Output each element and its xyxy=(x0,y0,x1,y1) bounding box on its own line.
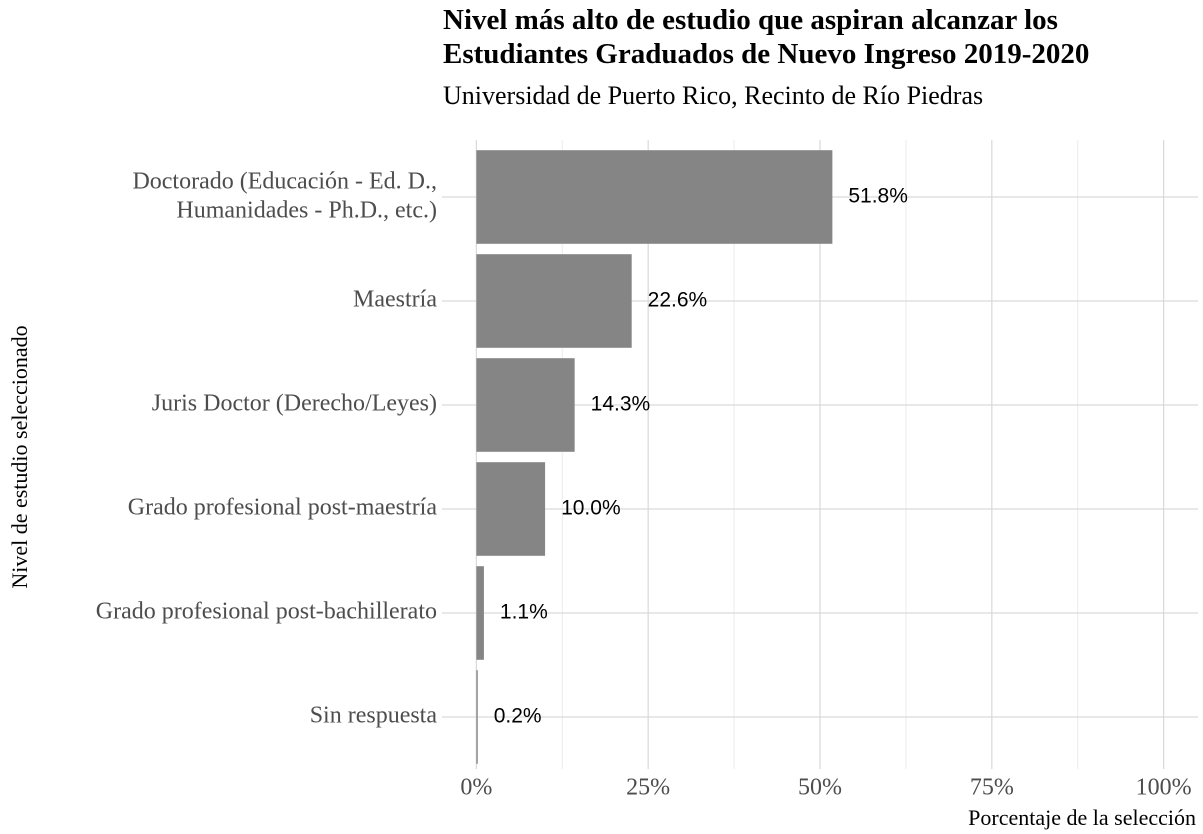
chart-title: Nivel más alto de estudio que aspiran al… xyxy=(443,4,1089,70)
y-tick-label: Juris Doctor (Derecho/Leyes) xyxy=(152,391,437,417)
text-line: Estudiantes Graduados de Nuevo Ingreso 2… xyxy=(443,38,1089,70)
bar xyxy=(476,462,546,556)
value-label: 22.6% xyxy=(648,289,708,312)
value-label: 51.8% xyxy=(848,185,908,208)
x-tick-label: 0% xyxy=(460,775,492,801)
bar xyxy=(476,670,478,764)
bar xyxy=(476,254,632,348)
y-axis-label: Nivel de estudio seleccionado xyxy=(7,325,32,588)
bar xyxy=(476,358,575,452)
text-line: Humanidades - Ph.D., etc.) xyxy=(176,197,437,223)
y-tick-label: Grado profesional post-bachillerato xyxy=(96,599,437,625)
value-label: 10.0% xyxy=(561,497,621,520)
x-tick-label: 25% xyxy=(626,775,670,801)
chart-subtitle: Universidad de Puerto Rico, Recinto de R… xyxy=(443,81,983,110)
x-tick-label: 50% xyxy=(798,775,842,801)
x-axis-label: Porcentaje de la selección xyxy=(968,805,1196,830)
bar xyxy=(476,566,484,660)
y-tick-label: Grado profesional post-maestría xyxy=(128,495,438,521)
value-label: 1.1% xyxy=(500,601,548,624)
bar xyxy=(476,150,833,244)
x-tick-label: 100% xyxy=(1136,775,1192,801)
y-tick-label: Maestría xyxy=(353,287,437,313)
text-line: Nivel más alto de estudio que aspiran al… xyxy=(443,4,1058,36)
text-line: Doctorado (Educación - Ed. D., xyxy=(132,168,437,194)
value-label: 0.2% xyxy=(494,705,542,728)
value-label: 14.3% xyxy=(591,393,651,416)
y-tick-label: Doctorado (Educación - Ed. D., Humanidade… xyxy=(132,168,437,223)
y-tick-label: Sin respuesta xyxy=(310,703,438,729)
x-tick-label: 75% xyxy=(970,775,1014,801)
